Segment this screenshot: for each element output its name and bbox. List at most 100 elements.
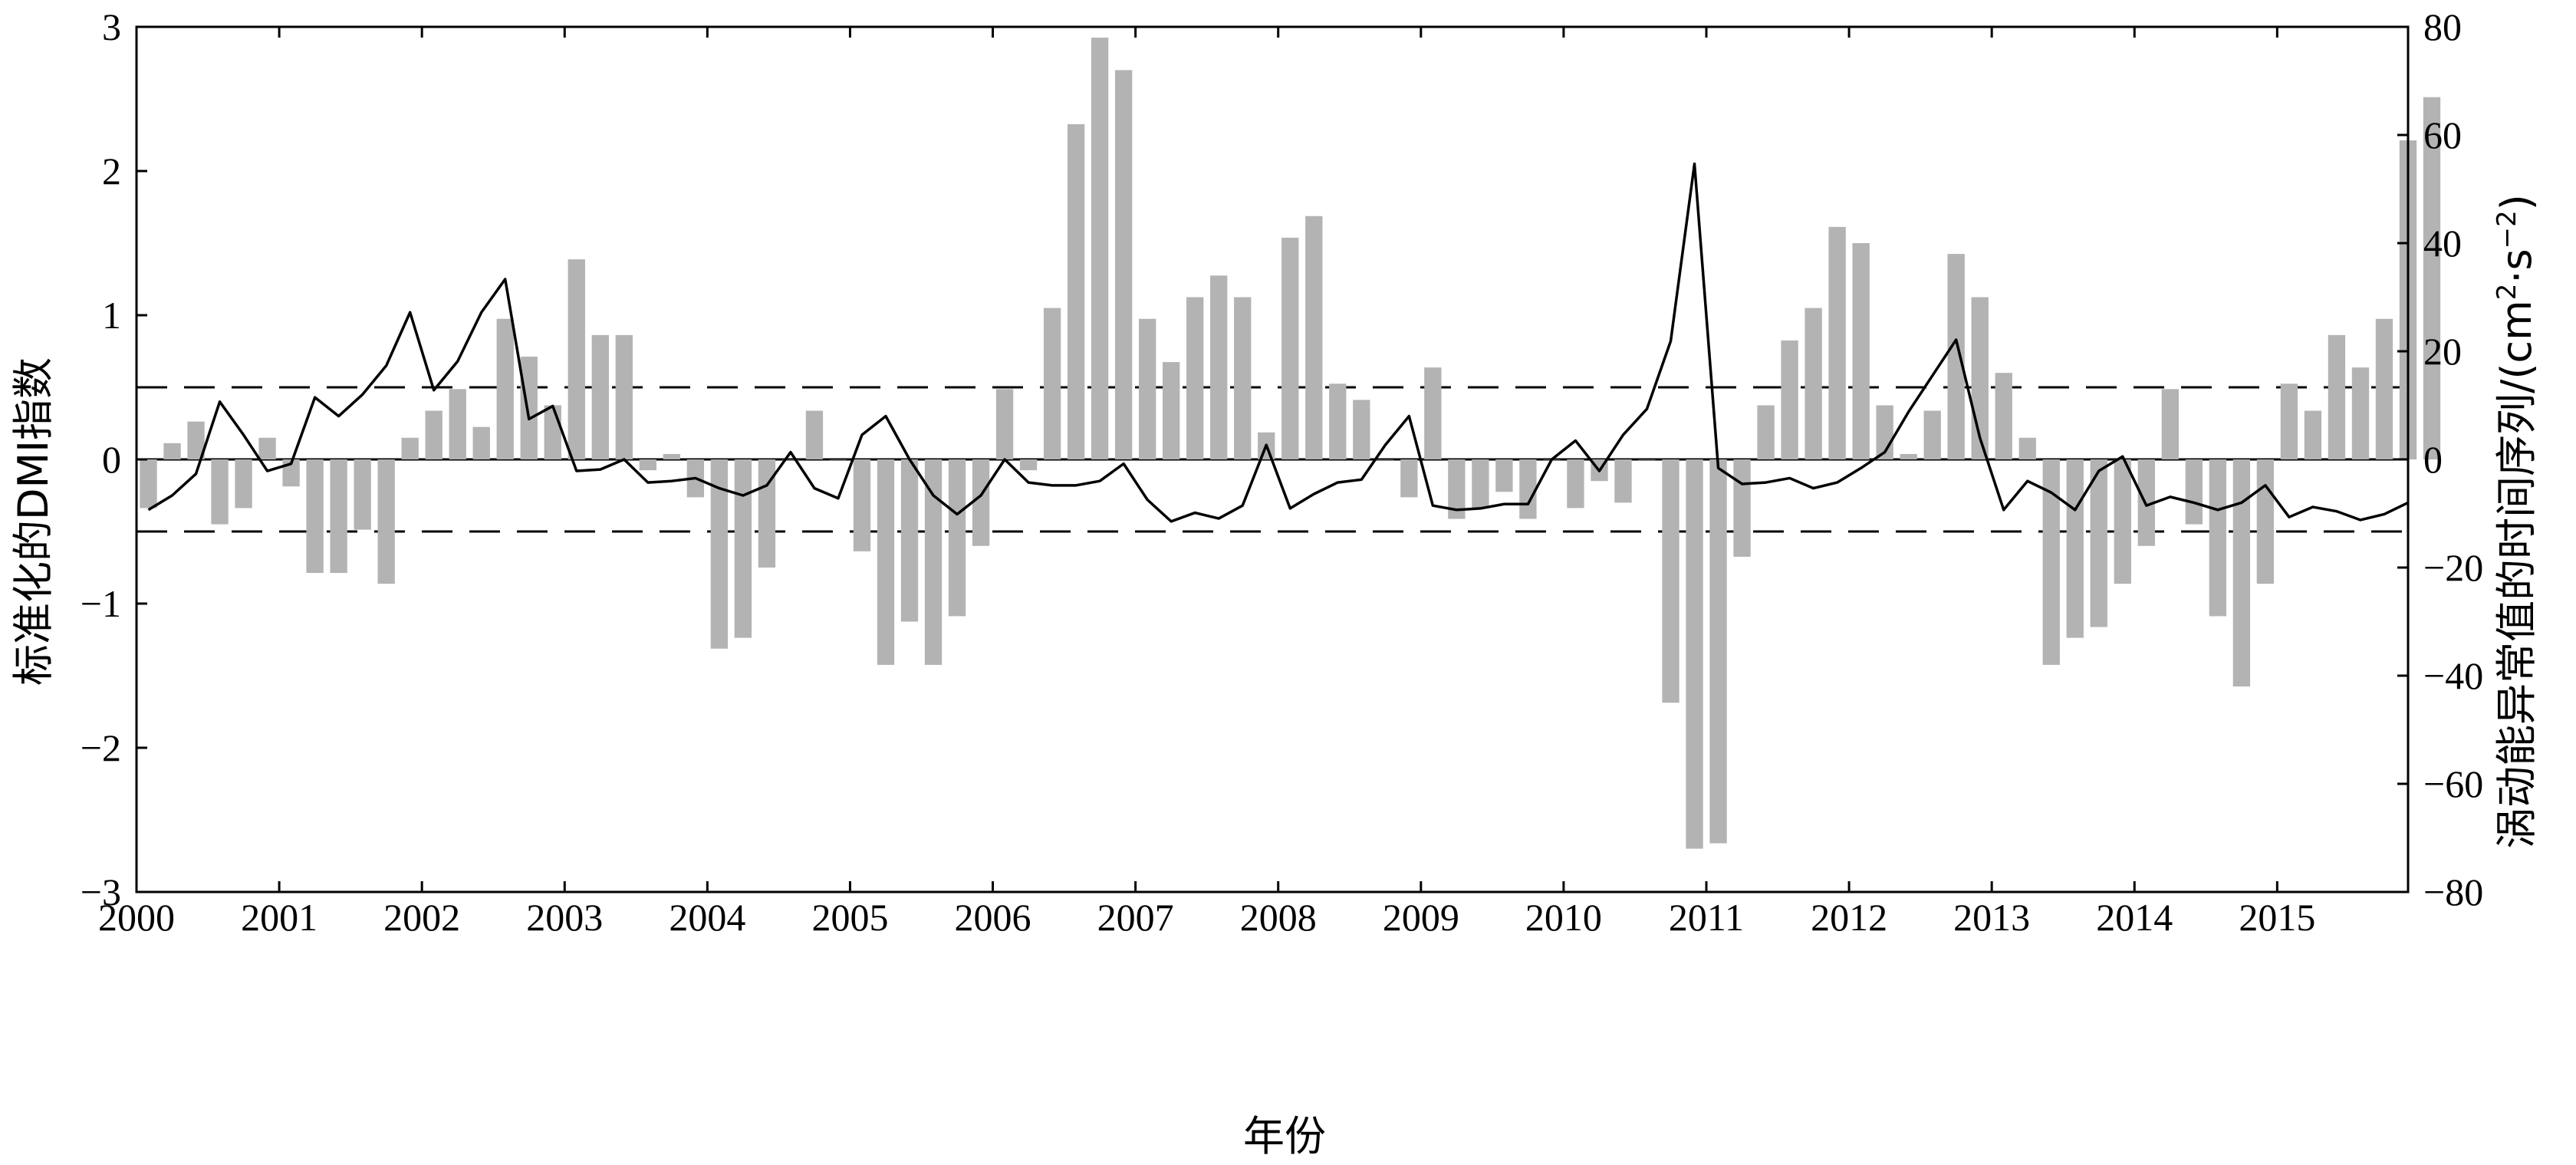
eke-bar: [1733, 459, 1751, 557]
eke-bar: [995, 389, 1014, 459]
eke-bar: [2375, 318, 2393, 459]
eke-bar: [2423, 97, 2441, 460]
left-axis-title: 标准化的DMI指数: [9, 357, 58, 686]
eke-bar: [710, 459, 729, 649]
eke-bar: [829, 459, 847, 460]
x-tick-label: 2004: [669, 896, 745, 939]
eke-bar: [1377, 459, 1394, 460]
eke-bar: [187, 421, 205, 459]
eke-bar: [425, 410, 442, 459]
eke-bar: [235, 459, 252, 508]
eke-bar: [449, 389, 466, 459]
eke-bar: [972, 459, 990, 546]
eke-bar: [568, 259, 585, 459]
eke-bar: [306, 459, 324, 574]
eke-bar: [877, 459, 895, 665]
eke-bar: [1424, 367, 1442, 459]
eke-bar: [1947, 254, 1965, 459]
x-tick-label: 2005: [811, 896, 888, 939]
eke-bar: [639, 459, 656, 471]
eke-bar: [1495, 459, 1513, 492]
eke-bar: [2018, 437, 2036, 459]
eke-bar: [1281, 237, 1299, 459]
left-y-tick-label: −2: [81, 726, 121, 769]
eke-bar: [1638, 459, 1656, 460]
right-y-tick-label: 80: [2423, 5, 2462, 48]
eke-bar: [853, 459, 871, 551]
eke-bar: [544, 405, 561, 459]
eke-bar: [520, 357, 538, 459]
eke-bar: [2066, 459, 2084, 638]
right-y-tick-label: 40: [2423, 222, 2462, 265]
eke-bar: [1163, 362, 1180, 459]
eke-bar: [1900, 453, 1917, 459]
left-y-tick-label: −1: [81, 582, 121, 625]
tick-labels: 2000 2001 2002 2003 2004 2005 2006 2007 2008 2009…: [81, 5, 2483, 939]
eke-bar: [1757, 405, 1775, 459]
eke-bar: [258, 437, 276, 459]
eke-bar: [900, 459, 919, 622]
right-axis-title-suffix: ): [2492, 194, 2541, 210]
eke-bar: [2256, 459, 2275, 584]
eke-bar: [591, 334, 609, 459]
eke-bar: [211, 459, 229, 525]
eke-bar: [1781, 340, 1798, 459]
x-tick-label: 2012: [1811, 896, 1887, 939]
eke-bar: [1662, 459, 1679, 703]
eke-bar: [2209, 459, 2227, 617]
x-axis-title: 年份: [1243, 1112, 1326, 1160]
x-tick-label: 2006: [955, 896, 1031, 939]
right-axis-title-sup1: 2: [2492, 284, 2522, 301]
x-tick-label: 2011: [1669, 896, 1744, 939]
eke-anomaly-bars: [140, 38, 2441, 849]
eke-bar: [1019, 459, 1038, 471]
eke-bar: [948, 459, 966, 617]
eke-bar: [1043, 308, 1061, 459]
x-tick-label: 2013: [1953, 896, 2030, 939]
eke-bar: [1067, 123, 1085, 459]
eke-bar: [1567, 459, 1584, 508]
x-tick-label: 2010: [1525, 896, 1602, 939]
eke-bar: [2351, 367, 2370, 459]
eke-bar: [1923, 410, 1941, 459]
eke-bar: [2114, 459, 2131, 584]
left-y-tick-label: 0: [102, 438, 121, 481]
eke-bar: [2304, 410, 2322, 459]
eke-bar: [2328, 334, 2346, 459]
eke-bar: [2185, 459, 2203, 525]
right-axis-title-sup2: −2: [2492, 210, 2522, 248]
eke-bar: [163, 443, 181, 459]
right-y-tick-label: 20: [2423, 330, 2462, 373]
x-tick-label: 2000: [98, 896, 175, 939]
left-y-tick-label: 2: [102, 150, 121, 193]
left-y-tick-label: −3: [81, 870, 121, 913]
eke-bar: [354, 459, 371, 530]
eke-bar: [1472, 459, 1489, 508]
right-y-tick-label: −80: [2423, 870, 2483, 913]
eke-bar: [1995, 373, 2012, 459]
right-y-tick-label: −20: [2423, 546, 2483, 589]
x-tick-label: 2001: [241, 896, 317, 939]
eke-bar: [2042, 459, 2060, 665]
eke-bar: [1805, 308, 1822, 459]
x-tick-label: 2014: [2096, 896, 2173, 939]
right-y-tick-label: 60: [2423, 114, 2462, 156]
eke-bar: [496, 318, 514, 459]
eke-bar: [805, 410, 824, 459]
right-axis-title-mid: ·s: [2492, 248, 2541, 283]
right-axis-title-prefix: 涡动能异常值的时间序列/(cm: [2492, 300, 2541, 849]
right-y-tick-label: −60: [2423, 762, 2483, 805]
eke-bar: [1614, 459, 1632, 503]
eke-bar: [1353, 400, 1370, 459]
right-y-tick-label: 0: [2423, 438, 2443, 481]
left-y-tick-label: 1: [102, 294, 121, 337]
eke-bar: [330, 459, 347, 574]
eke-bar: [1448, 459, 1466, 519]
eke-bar: [1234, 297, 1252, 459]
eke-bar: [924, 459, 943, 665]
right-y-tick-label: −40: [2423, 654, 2483, 697]
eke-bar: [615, 334, 633, 459]
eke-bar: [1329, 383, 1347, 459]
eke-bar: [1400, 459, 1418, 498]
